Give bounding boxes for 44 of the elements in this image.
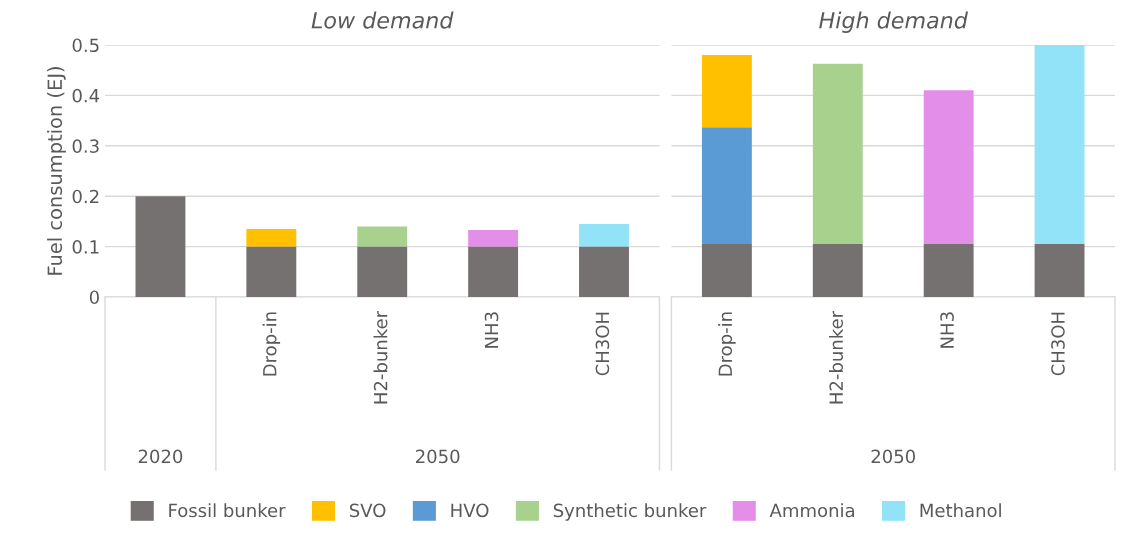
y-tick-label: 0 [89, 290, 99, 305]
bar [812, 63, 863, 245]
bar [1034, 45, 1085, 245]
bar [923, 244, 974, 297]
bar [468, 229, 519, 247]
x-tick-label: CH3OH [1051, 312, 1065, 376]
bar [923, 90, 974, 245]
y-tick-label: 0.4 [72, 88, 100, 103]
x-tick-label: NH3 [940, 312, 954, 348]
y-axis-title: Fuel consumption (EJ) [47, 67, 66, 275]
bar [357, 246, 408, 297]
chart-title: Low demand [311, 11, 454, 29]
bar [701, 127, 752, 245]
x-tick-label: CH3OH [595, 312, 610, 376]
text: 2050 [416, 449, 460, 464]
bar [812, 244, 863, 297]
chart-title: High demand [819, 11, 968, 33]
bar [246, 228, 297, 247]
legend-label: Ammonia [769, 503, 854, 518]
legend-label: HVO [451, 503, 489, 518]
legend-label: Synthetic bunker [553, 503, 707, 521]
y-tick-label: 0.2 [72, 189, 99, 204]
bar [357, 226, 408, 247]
bar [579, 246, 629, 297]
x-tick-label: Drop-in [718, 312, 736, 376]
text: 2020 [138, 449, 183, 464]
x-tick-label: H2-bunker [829, 310, 844, 404]
x-tick-label: H2-bunker [373, 310, 388, 404]
bar [701, 244, 752, 297]
bar [246, 246, 297, 297]
text: 2050 [871, 449, 915, 464]
x-tick-label: Drop-in [262, 312, 281, 376]
y-tick-label: 0.5 [72, 38, 99, 53]
legend-label: Methanol [920, 503, 1001, 518]
bar [1034, 244, 1085, 297]
y-tick-label: 0.1 [72, 240, 99, 254]
legend-label: SVO [349, 503, 386, 518]
x-tick-label: NH3 [484, 312, 499, 348]
bar [135, 196, 186, 297]
legend-label: Fossil bunker [169, 503, 286, 518]
bar [579, 223, 629, 247]
y-tick-label: 0.3 [72, 139, 99, 153]
bar [701, 55, 752, 128]
bar [468, 246, 519, 297]
